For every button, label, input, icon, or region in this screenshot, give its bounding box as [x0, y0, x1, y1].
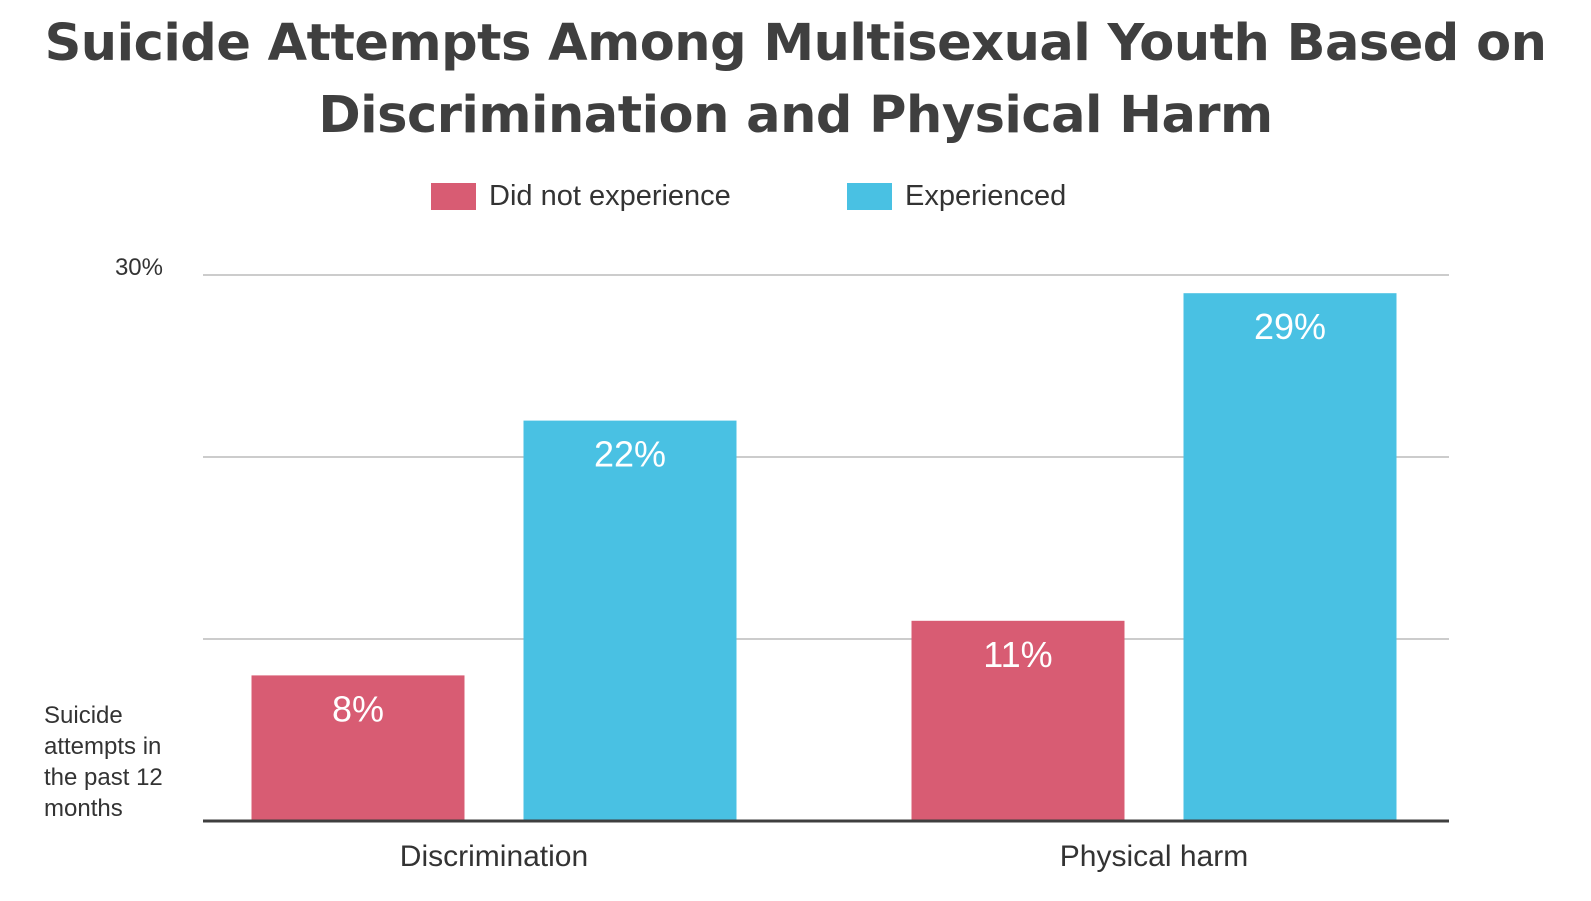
legend-item-did-not-experience: Did not experience [431, 178, 731, 214]
y-tick-label: 30% [115, 254, 163, 281]
bar-data-label: 8% [332, 688, 384, 729]
x-tick-label: Physical harm [1060, 840, 1248, 873]
chart-title: Suicide Attempts Among Multisexual Youth… [44, 14, 1547, 145]
bar [523, 420, 737, 821]
bar-data-label: 11% [983, 634, 1052, 675]
y-axis-title: Suicide attempts in the past 12 months [44, 702, 163, 822]
legend-label-did-not-experience: Did not experience [489, 179, 731, 212]
legend-item-experienced: Experienced [847, 178, 1066, 214]
bar [251, 675, 465, 821]
bar [1183, 293, 1397, 821]
legend: Did not experience Experienced [0, 178, 1591, 214]
bar-data-label: 29% [1254, 306, 1326, 347]
legend-label-experienced: Experienced [905, 179, 1067, 212]
bar [911, 620, 1125, 821]
x-tick-label: Discrimination [400, 840, 588, 873]
legend-swatch-did-not-experience [431, 182, 476, 210]
bar-data-label: 22% [594, 434, 666, 475]
legend-swatch-experienced [847, 182, 892, 210]
